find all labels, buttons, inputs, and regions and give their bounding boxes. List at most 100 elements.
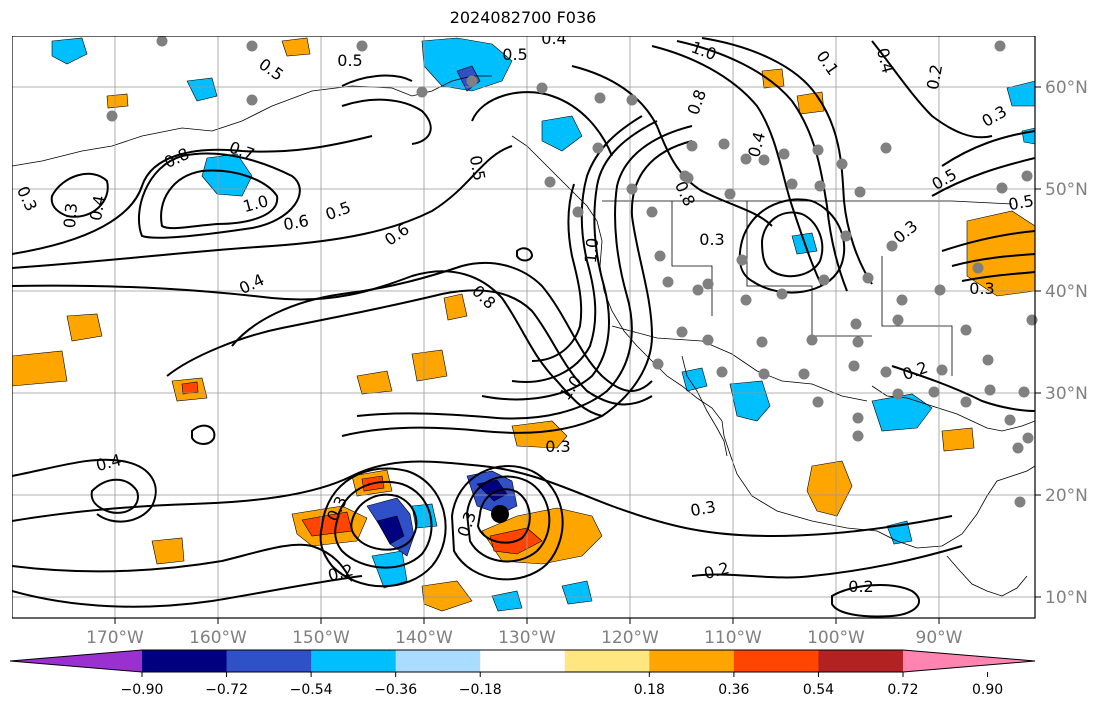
contour bbox=[12, 575, 363, 608]
contour bbox=[334, 480, 433, 569]
shade-patch bbox=[51, 37, 88, 65]
contour-label: 0.1 bbox=[812, 47, 842, 79]
colorbar-tick-label: 0.72 bbox=[887, 682, 918, 698]
contour bbox=[941, 130, 1035, 167]
colorbar-tick-label: −0.90 bbox=[121, 682, 164, 698]
station-dot bbox=[852, 336, 864, 348]
longitude-label: 120°W bbox=[601, 628, 659, 648]
station-dot bbox=[984, 384, 996, 396]
shade-patch bbox=[511, 420, 568, 449]
contour-label: 0.5 bbox=[466, 154, 489, 182]
shade-patch bbox=[443, 293, 468, 321]
station-dot bbox=[740, 153, 752, 165]
station-dot bbox=[652, 358, 664, 370]
station-dot bbox=[692, 284, 704, 296]
station-dot bbox=[662, 276, 674, 288]
contour bbox=[871, 40, 993, 139]
contour-label: 0.2 bbox=[702, 558, 732, 583]
shade-patch bbox=[941, 427, 975, 452]
contour bbox=[676, 40, 848, 292]
coastline bbox=[511, 135, 1035, 549]
station-dot bbox=[626, 94, 638, 106]
contour-label: 0.4 bbox=[873, 46, 898, 76]
colorbar-segment bbox=[142, 650, 228, 672]
shade-patch bbox=[491, 590, 523, 612]
contour-label: 0.3 bbox=[13, 183, 41, 214]
contour-labels: 0.4 0.5 0.5 0.5 0.8 0.7 1.0 0.6 0.5 0.4 … bbox=[13, 36, 1035, 596]
colorbar-tick-label: −0.36 bbox=[374, 682, 417, 698]
shade-patch bbox=[66, 313, 103, 342]
contour bbox=[341, 140, 693, 437]
border bbox=[671, 201, 713, 316]
contour-label: 1.0 bbox=[241, 191, 271, 216]
axis-ticks bbox=[114, 86, 1041, 624]
contour-label: 0.5 bbox=[502, 45, 527, 64]
map-frame bbox=[12, 36, 1036, 619]
station-dot bbox=[682, 172, 694, 184]
contour bbox=[231, 262, 653, 392]
contour bbox=[931, 157, 1035, 197]
shade-patch bbox=[806, 460, 853, 517]
contour-label: 0.5 bbox=[337, 51, 362, 70]
contour bbox=[12, 543, 353, 582]
contour bbox=[12, 145, 513, 269]
contour bbox=[350, 493, 418, 551]
shade-patch bbox=[761, 68, 785, 89]
station-dot bbox=[544, 176, 556, 188]
station-dot bbox=[818, 274, 830, 286]
contour bbox=[166, 289, 653, 406]
latitude-label: 20°N bbox=[1045, 486, 1088, 506]
coastline bbox=[946, 555, 1028, 597]
colorbar-segments bbox=[10, 650, 1035, 672]
plot-title: 2024082700 F036 bbox=[449, 8, 597, 27]
latitude-label: 60°N bbox=[1045, 78, 1088, 98]
shade-patch bbox=[106, 93, 129, 109]
station-dot bbox=[716, 366, 728, 378]
contour bbox=[50, 172, 109, 218]
station-dot bbox=[536, 82, 548, 94]
station-dot bbox=[702, 278, 714, 290]
contour bbox=[90, 478, 139, 514]
station-dot bbox=[806, 334, 818, 346]
shade-patch bbox=[541, 115, 583, 152]
station-dot bbox=[686, 140, 698, 152]
station-dot bbox=[246, 40, 258, 52]
station-dot bbox=[880, 142, 892, 154]
station-dot bbox=[246, 94, 258, 106]
shade-patch bbox=[729, 380, 771, 422]
station-dot bbox=[740, 294, 752, 306]
colorbar-outline bbox=[10, 649, 1036, 673]
longitude-label: 110°W bbox=[704, 628, 762, 648]
station-dot bbox=[1022, 432, 1034, 444]
colorbar-segment bbox=[480, 650, 566, 672]
station-dot bbox=[852, 430, 864, 442]
colorbar: −0.90 −0.72 −0.54 −0.36 −0.18 0.18 0.36 0.54 0.7… bbox=[10, 649, 1036, 698]
station-dot bbox=[854, 186, 866, 198]
border bbox=[746, 201, 872, 337]
border bbox=[602, 200, 1013, 205]
shade-patch bbox=[871, 393, 933, 432]
longitude-label: 170°W bbox=[86, 628, 144, 648]
station-dot bbox=[156, 36, 168, 47]
station-dot bbox=[936, 364, 948, 376]
station-dot bbox=[1012, 442, 1024, 454]
contour bbox=[831, 583, 920, 618]
colorbar-segment bbox=[649, 650, 735, 672]
station-dot bbox=[676, 326, 688, 338]
contour bbox=[951, 253, 1035, 267]
contour-label: 1.0 bbox=[581, 237, 602, 264]
station-dot bbox=[972, 262, 984, 274]
colorbar-tick-label: 0.90 bbox=[972, 682, 1003, 698]
station-dot bbox=[852, 412, 864, 424]
shade-patch bbox=[186, 77, 218, 102]
contour-label: 0.2 bbox=[848, 577, 873, 596]
station-dot bbox=[736, 254, 748, 266]
border bbox=[881, 256, 953, 376]
map-panel: 0.4 0.5 0.5 0.5 0.8 0.7 1.0 0.6 0.5 0.4 … bbox=[12, 36, 1088, 648]
longitude-label: 100°W bbox=[807, 628, 865, 648]
longitude-label: 160°W bbox=[189, 628, 247, 648]
station-dot bbox=[928, 386, 940, 398]
contour-label: 0.5 bbox=[928, 165, 960, 194]
contour-label: 0.2 bbox=[900, 358, 930, 385]
station-dot bbox=[778, 148, 790, 160]
